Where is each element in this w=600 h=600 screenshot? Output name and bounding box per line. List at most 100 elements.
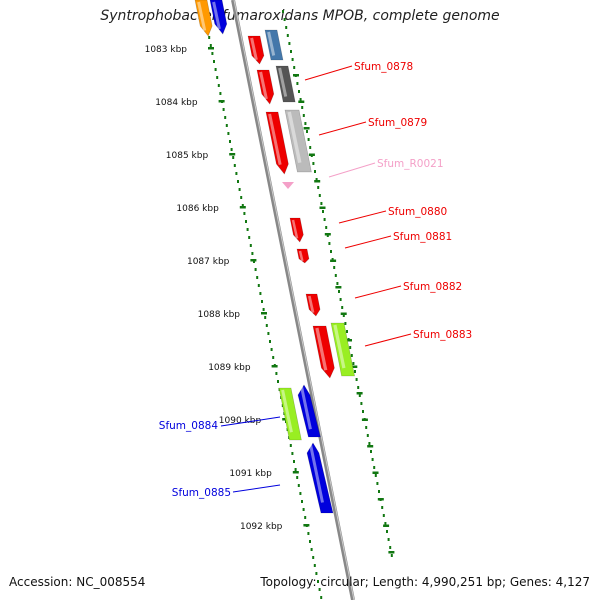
track-dot <box>317 186 320 189</box>
gene-darkgray <box>275 65 296 103</box>
track-dot <box>349 346 352 349</box>
gene-label: Sfum_0885 <box>172 487 231 499</box>
track-dot <box>294 468 297 471</box>
gene-shine <box>259 71 268 100</box>
track-dot <box>277 380 279 383</box>
gene-shine <box>300 386 312 430</box>
gene-orange-partial <box>194 0 213 37</box>
gene-shine <box>287 111 302 164</box>
track-dot <box>317 580 319 583</box>
track-dot <box>352 362 355 365</box>
backbone-highlight <box>233 0 355 600</box>
right-dash <box>293 74 299 77</box>
kbp-dash <box>229 153 236 156</box>
track-dot <box>296 82 299 85</box>
gene-shine <box>197 1 207 31</box>
track-dot <box>256 276 259 279</box>
track-dot <box>286 34 289 37</box>
kbp-tick-label: 1091 kbp <box>229 469 272 479</box>
track-dot <box>362 410 364 413</box>
gene-lime-2 <box>278 387 302 441</box>
track-dot <box>270 348 273 351</box>
gene-shine <box>333 324 346 369</box>
gene-shine <box>281 389 293 433</box>
track-dot <box>233 164 236 167</box>
track-dot <box>315 572 318 575</box>
gene-sfum-0878-a <box>247 35 265 65</box>
track-dot <box>289 444 292 447</box>
right-dash <box>340 312 347 315</box>
track-dot <box>209 44 212 47</box>
right-dash <box>377 498 384 501</box>
kbp-tick-label: 1086 kbp <box>176 204 219 214</box>
gene-shine <box>309 444 324 503</box>
gene-label: Sfum_0881 <box>393 231 452 243</box>
accession-text: Accession: NC_008554 <box>9 575 146 589</box>
label-leader-line <box>318 121 367 136</box>
track-dot <box>219 92 222 95</box>
gene-steelblue <box>264 29 284 61</box>
gene-shine <box>307 295 315 314</box>
gene-body <box>306 442 334 514</box>
track-dot <box>290 50 292 53</box>
right-dash <box>324 233 331 236</box>
gene-label: Sfum_R0021 <box>377 158 444 170</box>
track-dot <box>320 596 323 599</box>
gene-body <box>278 387 302 441</box>
track-dot <box>374 474 377 477</box>
track-dot <box>338 290 340 293</box>
track-dot <box>354 370 356 373</box>
gene-body <box>289 217 304 243</box>
track-dot <box>283 18 286 21</box>
track-dot <box>265 324 268 327</box>
right-dash <box>372 471 379 474</box>
kbp-dash <box>271 365 278 368</box>
track-dot <box>376 482 379 485</box>
track-dot <box>346 330 348 333</box>
right-dash <box>356 392 363 395</box>
gene-sfum-0885 <box>306 442 334 514</box>
track-dot <box>309 540 311 543</box>
kbp-tick-label: 1084 kbp <box>155 98 198 108</box>
track-dot <box>384 522 387 525</box>
track-dot <box>322 210 324 213</box>
gene-body <box>247 35 265 65</box>
track-dot <box>302 114 305 117</box>
track-dot <box>216 76 219 79</box>
track-dot <box>350 354 353 357</box>
track-dot <box>291 452 294 455</box>
gene-body <box>265 111 289 175</box>
gene-body <box>330 322 355 377</box>
track-dot <box>299 492 302 495</box>
track-dot <box>314 170 316 173</box>
right-dash <box>346 339 352 342</box>
label-leader-line <box>354 285 402 299</box>
track-dot <box>291 58 294 61</box>
kbp-dash <box>218 100 225 103</box>
kbp-tick-label: 1089 kbp <box>208 363 251 373</box>
gene-body <box>312 325 335 379</box>
track-dot <box>230 148 233 151</box>
genome-backbone <box>231 0 355 600</box>
track-dot <box>387 538 390 541</box>
track-dot <box>297 484 300 487</box>
right-dash <box>361 418 368 421</box>
track-dot <box>235 172 238 175</box>
kbp-tick-label: 1090 kbp <box>219 416 262 426</box>
track-dot <box>325 226 328 229</box>
track-dot <box>323 218 326 221</box>
track-dot <box>339 298 342 301</box>
kbp-tick-label: 1085 kbp <box>166 151 209 161</box>
label-leader-line <box>232 484 281 493</box>
track-dot <box>318 588 321 591</box>
gene-sfum-0878-b <box>256 69 275 105</box>
track-dot <box>229 140 231 143</box>
track-dot <box>272 356 275 359</box>
track-dot <box>313 564 316 567</box>
track-dot <box>341 306 344 309</box>
label-leader-line <box>338 210 387 224</box>
track-dot <box>306 130 308 133</box>
gene-body <box>297 384 321 438</box>
track-dot <box>243 212 246 215</box>
track-dot <box>213 60 215 63</box>
